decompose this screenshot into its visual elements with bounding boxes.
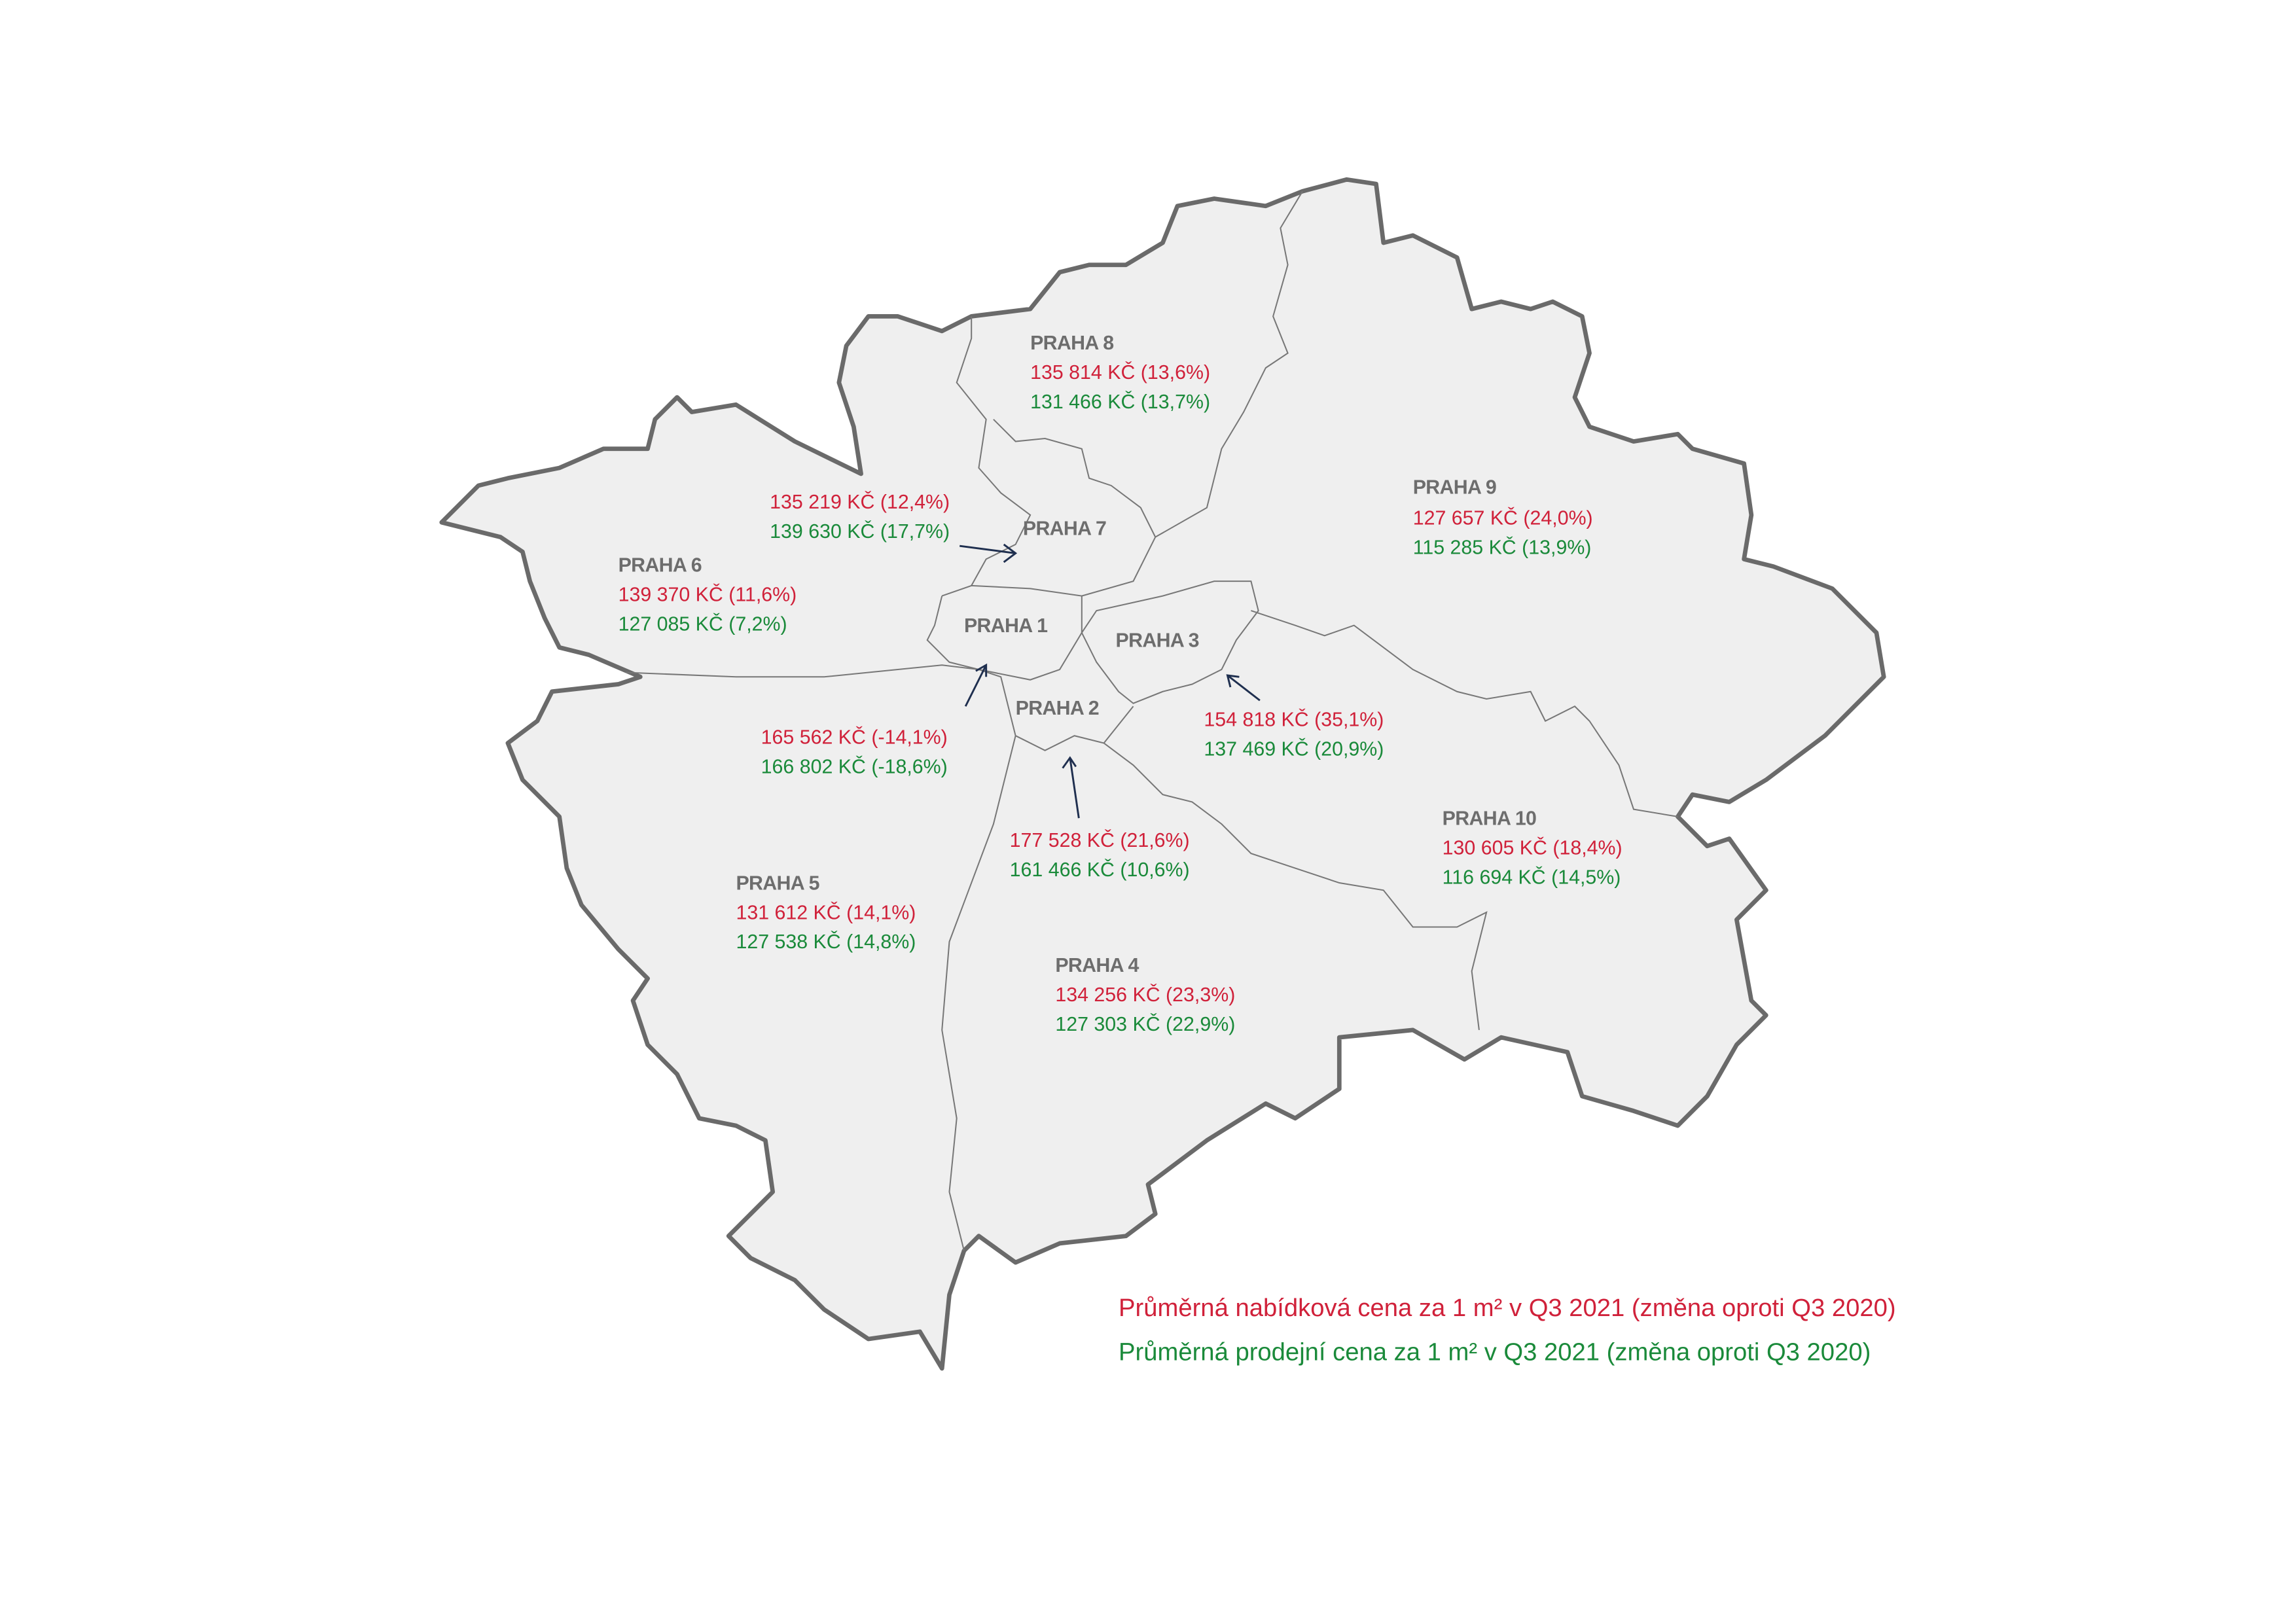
border: [1155, 190, 1303, 538]
border: [1015, 705, 1134, 751]
offer-price: 135 814 KČ (13,6%): [1030, 361, 1210, 383]
district-name: PRAHA 8: [1030, 332, 1113, 354]
sale-price: 161 466 KČ (10,6%): [1010, 859, 1190, 881]
arrow: [1226, 674, 1261, 702]
border: [926, 584, 1083, 681]
arrow: [1062, 756, 1080, 819]
arrow: [960, 543, 1018, 563]
sale-price: 131 466 KČ (13,7%): [1030, 391, 1210, 413]
offer-price: 135 219 KČ (12,4%): [770, 491, 950, 513]
sale-price: 127 085 KČ (7,2%): [619, 613, 787, 635]
offer-price: 165 562 KČ (-14,1%): [761, 726, 948, 749]
labels: PRAHA 8 135 814 KČ (13,6%) 131 466 KČ (13,…: [619, 332, 1623, 1035]
border: [993, 419, 1157, 597]
prague-outline: [439, 177, 1886, 1371]
border: [625, 664, 979, 678]
sale-price: 116 694 KČ (14,5%): [1443, 866, 1621, 888]
sale-price: 137 469 KČ (20,9%): [1204, 738, 1384, 760]
district-name: PRAHA 6: [619, 555, 702, 577]
district-name: PRAHA 10: [1443, 808, 1537, 829]
district-name: PRAHA 7: [1023, 518, 1106, 539]
sale-price: 127 303 KČ (22,9%): [1055, 1013, 1235, 1035]
district-name: PRAHA 3: [1116, 630, 1199, 651]
offer-price: 127 657 KČ (24,0%): [1413, 507, 1593, 529]
sale-price: 127 538 KČ (14,8%): [736, 931, 916, 953]
offer-price: 154 818 KČ (35,1%): [1204, 709, 1384, 731]
district-name: PRAHA 5: [736, 872, 819, 894]
border: [1103, 742, 1488, 1031]
district-name: PRAHA 4: [1055, 955, 1139, 976]
district-name: PRAHA 9: [1413, 476, 1496, 498]
legend-offer: Průměrná nabídková cena za 1 m² v Q3 202…: [1119, 1294, 1896, 1322]
arrows: [960, 543, 1261, 819]
border: [1081, 580, 1259, 704]
sale-price: 166 802 KČ (-18,6%): [761, 756, 948, 778]
legend-sale: Průměrná prodejní cena za 1 m² v Q3 2021…: [1119, 1338, 1871, 1366]
arrow: [964, 663, 988, 707]
district-name: PRAHA 2: [1016, 698, 1099, 719]
sale-price: 115 285 KČ (13,9%): [1413, 537, 1592, 559]
border: [941, 669, 1016, 1251]
district-borders: [625, 190, 1678, 1251]
offer-price: 131 612 KČ (14,1%): [736, 901, 916, 923]
sale-price: 139 630 KČ (17,7%): [770, 520, 950, 543]
offer-price: 134 256 KČ (23,3%): [1055, 984, 1235, 1006]
border: [1251, 610, 1678, 817]
district-name: PRAHA 1: [964, 615, 1048, 637]
offer-price: 177 528 KČ (21,6%): [1010, 829, 1190, 851]
offer-price: 130 605 KČ (18,4%): [1443, 836, 1623, 859]
offer-price: 139 370 KČ (11,6%): [619, 584, 797, 606]
